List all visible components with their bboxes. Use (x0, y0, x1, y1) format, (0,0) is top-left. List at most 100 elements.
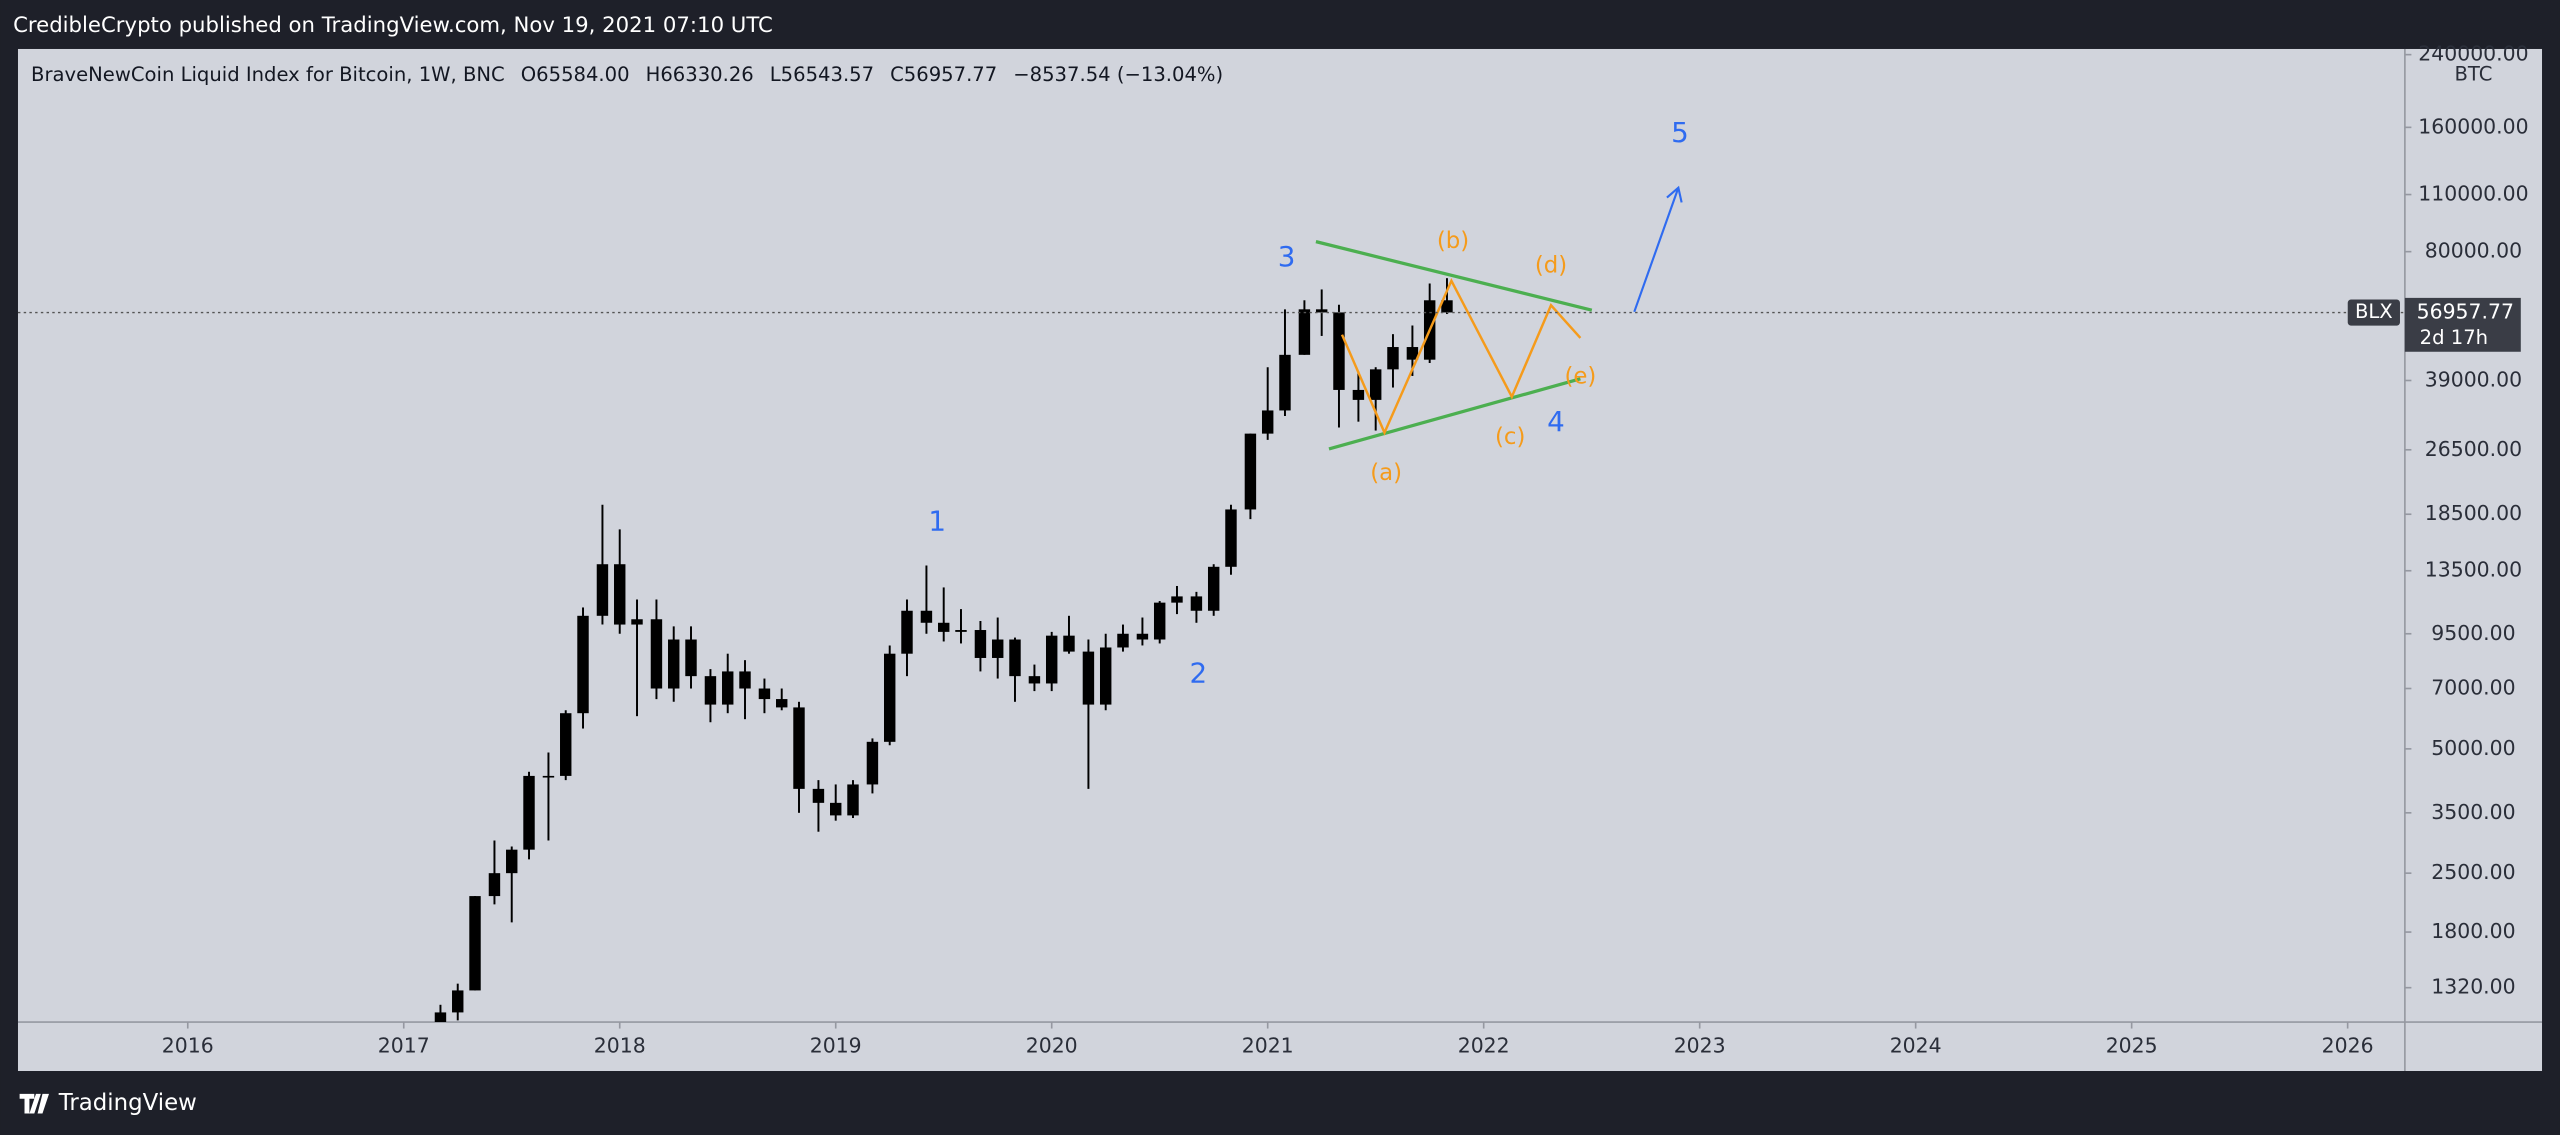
candle-body (1136, 633, 1149, 640)
sub-wave-label: (b) (1437, 228, 1469, 254)
candle-body (793, 707, 805, 789)
x-tick-label: 2020 (1026, 1034, 1078, 1058)
x-tick-label: 2022 (1458, 1034, 1510, 1058)
candle-body (812, 788, 825, 803)
lower-trendline (1328, 377, 1581, 451)
candle-body (1279, 354, 1291, 411)
x-tick-label: 2025 (2106, 1034, 2158, 1058)
candle-body (614, 564, 626, 625)
candle-body (1045, 635, 1058, 684)
x-tick-label: 2026 (2322, 1034, 2374, 1058)
candle-body (542, 775, 555, 778)
x-tick-label: 2019 (810, 1034, 862, 1058)
candle-body (685, 639, 697, 677)
last-price: 56957.77 (2417, 300, 2514, 324)
y-tick-label: 80000.00 (2425, 239, 2522, 263)
candle-body (847, 784, 859, 816)
candle-body (955, 630, 967, 632)
candle-body (722, 671, 734, 705)
candle-body (1441, 300, 1453, 313)
brand-logo (19, 1093, 50, 1114)
y-tick-label: 18500.00 (2425, 501, 2522, 525)
candle-body (1099, 647, 1112, 705)
wave-path (1340, 277, 1582, 436)
upper-trendline (1315, 240, 1593, 312)
y-tick-label: 160000.00 (2418, 114, 2528, 138)
candle-body (937, 622, 950, 632)
candle-body (1009, 639, 1021, 677)
candle-body (560, 713, 572, 776)
legend-open: O65584.00 (521, 63, 630, 86)
sub-wave-label: (c) (1495, 424, 1525, 450)
countdown: 2d 17h (2420, 326, 2488, 349)
currency: BTC (2454, 63, 2492, 86)
sub-wave-label: (a) (1370, 460, 1402, 486)
axes: 1320.00 1800.00 2500.00 3500.00 5000.00 7000.… (162, 42, 2529, 1058)
candle-body (758, 688, 771, 700)
symbol: BLX (2355, 300, 2393, 323)
legend-low: L56543.57 (770, 63, 874, 86)
candle-body (1153, 602, 1166, 640)
projection-arrow (1633, 187, 1680, 313)
candle-body (1117, 633, 1129, 648)
y-tick-label: 1320.00 (2431, 975, 2515, 999)
candle-body (631, 619, 643, 625)
instrument: BraveNewCoin Liquid Index for Bitcoin, 1… (31, 63, 505, 86)
candle-body (668, 639, 680, 689)
candle-body (1333, 312, 1345, 390)
candle-body (1352, 389, 1365, 400)
sub-wave-label: (e) (1564, 364, 1596, 390)
y-tick-label: 1800.00 (2431, 919, 2515, 943)
x-tick-label: 2023 (1674, 1034, 1726, 1058)
y-tick-label: 110000.00 (2418, 182, 2528, 206)
symbol-badge (2347, 299, 2400, 326)
y-tick-label: 13500.00 (2425, 558, 2522, 582)
candle-body (991, 639, 1004, 658)
wave-label: 2 (1190, 656, 1208, 689)
y-tick-label: 3500.00 (2431, 800, 2515, 824)
candle-body (920, 610, 933, 623)
candle-body (776, 699, 788, 708)
candle-body (1225, 509, 1237, 567)
x-tick-label: 2016 (162, 1034, 214, 1058)
legend-high: H66330.26 (646, 63, 754, 86)
legend: BraveNewCoin Liquid Index for Bitcoin, 1… (31, 63, 1223, 86)
candle-body (1298, 309, 1311, 355)
footer: TradingView (19, 1090, 197, 1116)
candle-body (452, 990, 464, 1013)
candle-body (1315, 309, 1328, 313)
candle-body (523, 775, 535, 850)
legend-change: −8537.54 (−13.04%) (1013, 63, 1223, 86)
x-tick-label: 2017 (378, 1034, 430, 1058)
candle-body (883, 653, 896, 742)
candle-body (488, 873, 501, 897)
candle-body (577, 615, 589, 714)
y-tick-label: 39000.00 (2425, 367, 2522, 391)
y-tick-label: 5000.00 (2431, 736, 2515, 760)
candle-body (704, 676, 717, 705)
y-tick-label: 240000.00 (2418, 42, 2528, 66)
candle-body (1171, 596, 1183, 603)
candle-body (974, 630, 987, 658)
legend-close: C56957.77 (890, 63, 997, 86)
candles (434, 278, 1453, 1023)
y-tick-label: 7000.00 (2431, 676, 2515, 700)
candle-body (1244, 433, 1257, 510)
candle-body (1190, 596, 1203, 611)
sub-wave-label: (d) (1535, 253, 1567, 279)
candle-body (739, 671, 751, 689)
candle-body (1063, 635, 1075, 652)
candle-body (506, 849, 518, 874)
candle-body (1261, 410, 1274, 434)
plot-background (17, 48, 2543, 1072)
candle-body (1082, 651, 1095, 705)
price-badge (2404, 297, 2521, 352)
candle-body (596, 564, 609, 616)
candle-body (1406, 347, 1419, 360)
x-tick-label: 2021 (1242, 1034, 1294, 1058)
y-tick-label: 26500.00 (2425, 437, 2522, 461)
candle-body (866, 741, 879, 785)
candle-body (650, 619, 663, 689)
